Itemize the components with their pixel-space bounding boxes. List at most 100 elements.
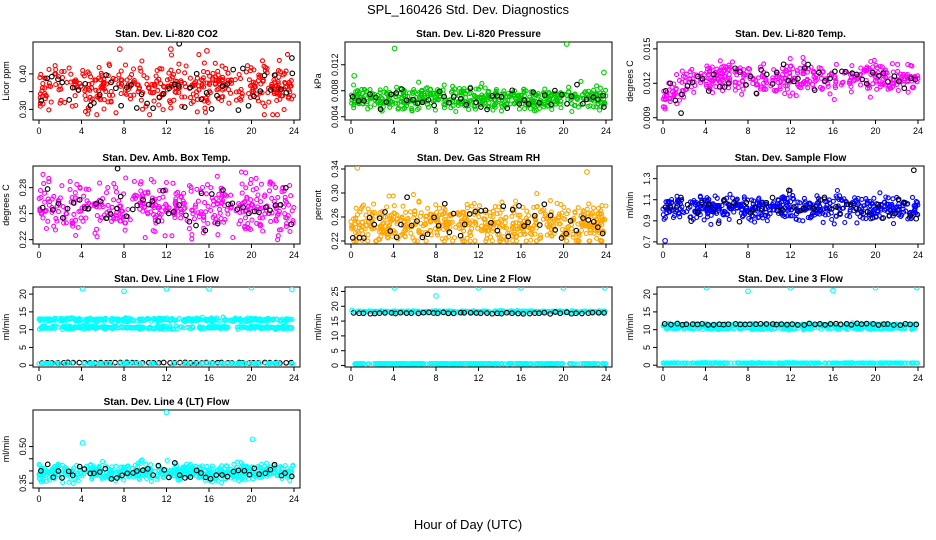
data-point [153,73,159,79]
data-point [530,89,537,95]
data-point [83,186,89,192]
data-point [854,199,861,205]
data-point [54,218,60,224]
data-point [511,93,517,99]
data-point [514,361,520,367]
data-point [93,87,99,93]
data-point [783,83,789,89]
data-point [541,92,548,98]
data-point [761,61,767,67]
data-point [57,195,63,201]
data-point [264,203,270,209]
data-point [590,218,597,225]
data-point [912,206,918,212]
data-point [530,361,536,367]
data-point [601,104,607,110]
data-point [70,199,77,206]
data-point [527,225,533,231]
data-point [579,222,585,229]
data-point [193,222,199,229]
data-point [246,225,252,231]
data-point [541,201,548,208]
data-point [73,232,79,239]
data-point [376,215,383,222]
data-point [710,206,717,213]
data-point [901,209,907,215]
data-point [889,61,895,67]
data-point [578,78,584,84]
data-point [123,315,129,321]
data-point [125,206,131,213]
data-point [461,238,468,244]
data-point [80,71,86,77]
data-point [516,101,523,107]
data-point [388,310,395,316]
data-point [435,219,441,225]
data-point [208,106,215,112]
y-tick-label: 5 [330,348,340,353]
data-point [276,360,282,366]
data-point [895,87,901,94]
data-point [138,68,144,74]
data-point [157,325,163,332]
data-point [178,193,184,199]
data-point [160,187,166,194]
data-point [219,360,225,367]
data-point [545,98,551,105]
data-point [395,105,402,111]
data-point [438,361,444,367]
data-point [181,104,188,110]
data-point [393,94,399,100]
x-tick-label: 0 [348,373,353,383]
data-point [547,230,553,237]
x-tick-label: 24 [913,250,923,260]
data-point [753,81,760,87]
data-point [514,233,520,239]
data-point [275,194,281,200]
data-point [130,196,136,202]
data-point [410,192,416,198]
data-point [284,51,291,57]
data-point [780,61,787,68]
data-point [526,212,532,219]
data-point [420,309,427,316]
data-point [203,209,209,215]
data-point [63,211,69,217]
x-tick-label: 16 [204,250,214,260]
data-point [262,211,268,217]
data-point [712,193,718,199]
data-point [515,212,521,218]
data-point [510,221,516,227]
data-point [275,237,281,243]
data-point [360,235,367,241]
data-point [186,226,192,232]
data-point [372,94,379,101]
data-point [585,217,592,223]
data-point [274,112,280,118]
data-point [705,88,712,94]
data-point [212,60,218,66]
data-point [196,52,202,58]
data-point [450,83,456,89]
data-point [351,82,357,88]
data-point [284,326,290,332]
data-point [45,316,51,322]
data-point [441,82,447,88]
data-point [784,195,790,202]
data-point [769,81,776,87]
data-point [457,98,463,105]
data-point [791,204,797,210]
data-point [410,90,416,97]
data-point [122,227,128,233]
data-point [865,200,871,206]
data-point [262,204,269,211]
data-point [383,99,390,105]
data-point [187,84,194,91]
data-point [41,360,47,367]
data-point [269,83,275,89]
data-point [254,196,260,203]
data-point [61,220,67,226]
data-point [884,78,891,85]
data-point [674,202,681,209]
